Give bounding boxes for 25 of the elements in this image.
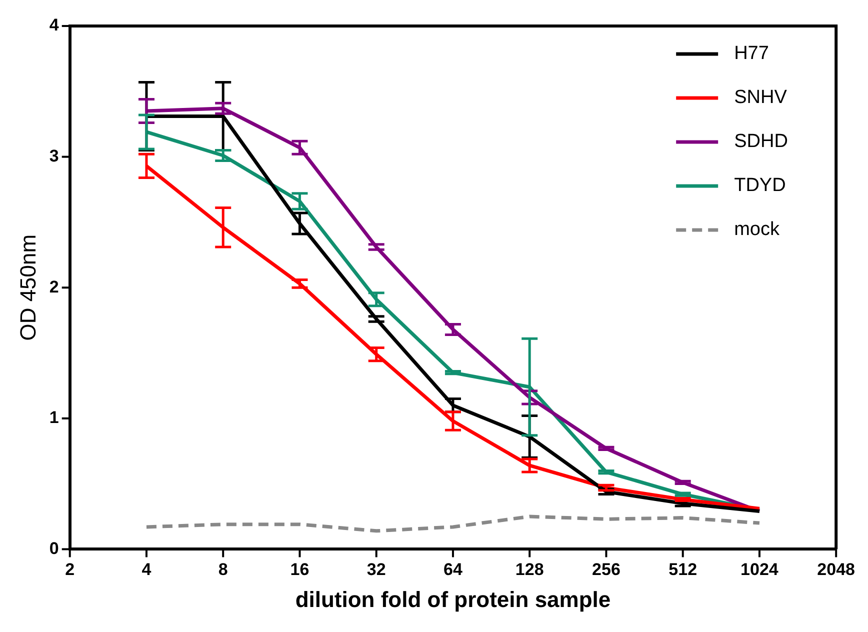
y-axis-title: OD 450nm xyxy=(15,234,40,341)
x-tick-label: 2 xyxy=(65,560,75,580)
x-tick-label: 4 xyxy=(142,560,152,580)
y-tick-label: 0 xyxy=(49,538,59,558)
y-tick-label: 1 xyxy=(49,408,59,428)
point xyxy=(444,410,462,432)
x-tick-label: 16 xyxy=(290,560,310,580)
x-axis-title: dilution fold of protein sample xyxy=(295,586,611,612)
y-tick-label: 2 xyxy=(49,277,59,296)
x-tick-label: 1024 xyxy=(740,560,779,580)
x-tick-label: 32 xyxy=(366,560,386,580)
x-tick-label: 256 xyxy=(592,560,620,580)
legend-label: SNHV xyxy=(734,87,788,108)
legend-label: SDHD xyxy=(734,131,788,152)
y-tick-label: 3 xyxy=(49,146,59,166)
legend-label: TDYD xyxy=(734,175,786,196)
x-tick-label: 8 xyxy=(218,560,228,580)
x-tick-label: 128 xyxy=(515,560,544,580)
x-tick-label: 2048 xyxy=(817,560,856,580)
line-series xyxy=(144,514,762,533)
x-tick-label: 512 xyxy=(668,560,698,580)
legend-label: H77 xyxy=(734,43,769,64)
x-tick-label: 64 xyxy=(444,560,463,580)
legend-label: mock xyxy=(734,219,780,240)
y-tick-label: 4 xyxy=(49,16,60,35)
